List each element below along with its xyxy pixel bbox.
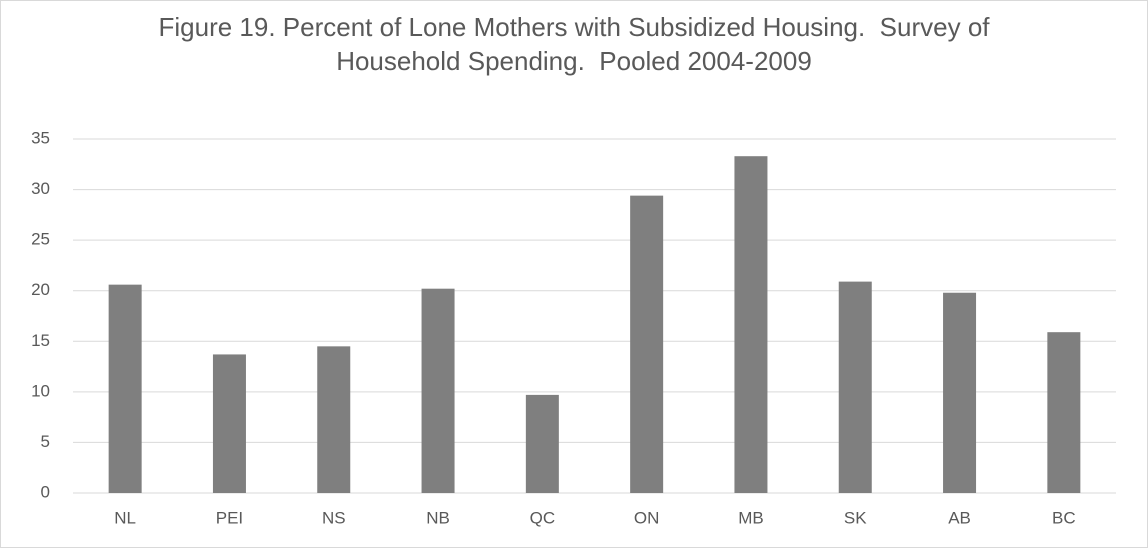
bar [421,288,455,493]
bar [734,156,768,494]
x-tick-label: SK [844,508,867,527]
x-tick-label: NS [322,508,346,527]
x-tick-label: MB [738,508,764,527]
y-tick-label: 25 [31,230,50,249]
y-tick-label: 35 [31,128,50,147]
chart-title: Figure 19. Percent of Lone Mothers with … [158,12,997,76]
y-tick-label: 15 [31,331,50,350]
bar [108,284,142,493]
x-tick-label: QC [530,508,556,527]
x-tick-label: BC [1052,508,1076,527]
bar [317,346,351,493]
title-box: Figure 19. Percent of Lone Mothers with … [0,10,1148,78]
y-tick-label: 0 [41,482,50,501]
bar [525,394,559,493]
y-tick-label: 10 [31,381,50,400]
bar [212,354,246,493]
y-tick-label: 20 [31,280,50,299]
bar [1047,332,1081,493]
y-tick-label: 5 [41,432,50,451]
x-tick-label: PEI [216,508,243,527]
x-tick-label: AB [948,508,971,527]
x-tick-label: NL [114,508,136,527]
x-tick-label: ON [634,508,660,527]
bar [630,195,664,493]
x-tick-label: NB [426,508,450,527]
bar [943,292,977,493]
y-tick-label: 30 [31,179,50,198]
bar [838,281,872,493]
